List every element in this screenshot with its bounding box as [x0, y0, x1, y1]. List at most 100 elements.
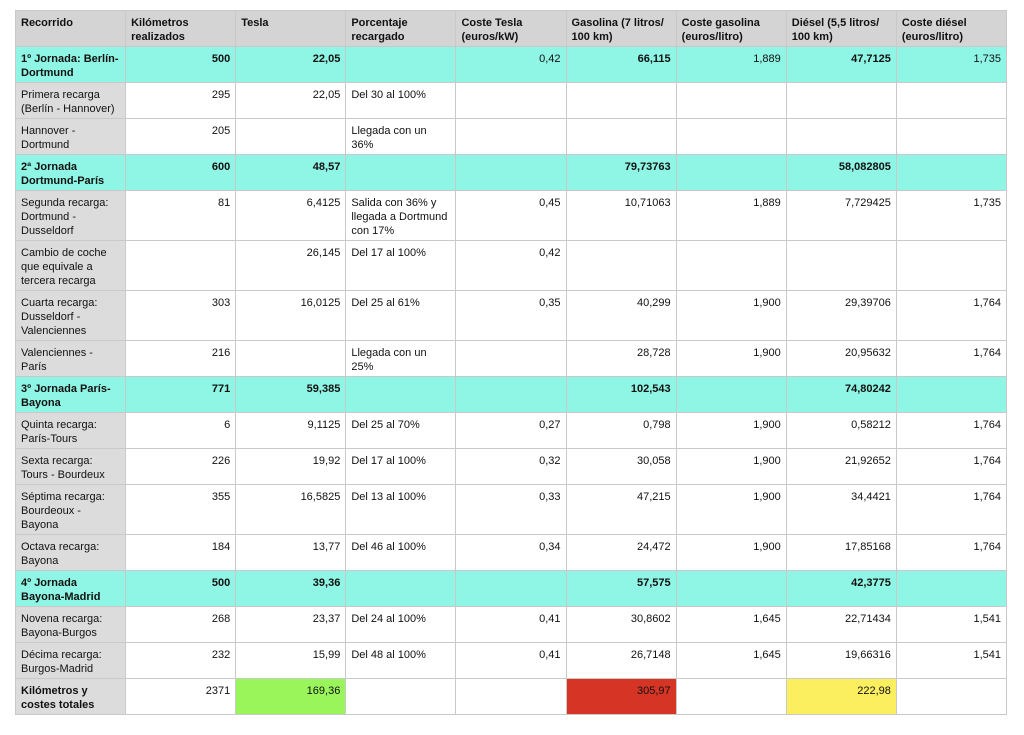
cell-coste-gasolina[interactable]: 1,900	[675, 484, 787, 535]
cell-tesla[interactable]: 16,0125	[235, 290, 347, 341]
cell-kilometros[interactable]: 232	[125, 642, 237, 679]
cell-coste-tesla[interactable]: 0,34	[455, 534, 567, 571]
cell-diesel[interactable]: 47,7125	[785, 46, 897, 83]
cell-kilometros[interactable]: 500	[125, 570, 237, 607]
cell-tesla[interactable]: 19,92	[235, 448, 347, 485]
cell-coste-tesla[interactable]: 0,41	[455, 606, 567, 643]
cell-diesel[interactable]: 34,4421	[785, 484, 897, 535]
cell-recorrido[interactable]: Quinta recarga: París-Tours	[14, 412, 127, 449]
cell-tesla[interactable]: 16,5825	[235, 484, 347, 535]
cell-coste-gasolina[interactable]: 1,900	[675, 340, 787, 377]
cell-recorrido[interactable]: Séptima recarga: Bourdeoux - Bayona	[14, 484, 127, 535]
cell-tesla[interactable]: 13,77	[235, 534, 347, 571]
cell-porcentaje[interactable]: Del 46 al 100%	[345, 534, 457, 571]
cell-kilometros[interactable]: 216	[125, 340, 237, 377]
cell-diesel[interactable]: 0,58212	[785, 412, 897, 449]
cell-tesla[interactable]: 59,385	[235, 376, 347, 413]
cell-coste-tesla[interactable]: 0,45	[455, 190, 567, 241]
cell-kilometros[interactable]: 771	[125, 376, 237, 413]
cell-coste-gasolina[interactable]	[675, 154, 787, 191]
cell-kilometros[interactable]	[125, 240, 237, 291]
cell-coste-diesel[interactable]	[895, 678, 1008, 715]
cell-kilometros[interactable]: 6	[125, 412, 237, 449]
cell-coste-tesla[interactable]: 0,42	[455, 240, 567, 291]
cell-recorrido[interactable]: Kilómetros y costes totales	[14, 678, 127, 715]
cell-diesel[interactable]: 20,95632	[785, 340, 897, 377]
cell-coste-tesla[interactable]	[455, 678, 567, 715]
cell-coste-diesel[interactable]: 1,764	[895, 448, 1008, 485]
cell-recorrido[interactable]: 1º Jornada: Berlín-Dortmund	[14, 46, 127, 83]
cell-recorrido[interactable]: Valenciennes - París	[14, 340, 127, 377]
cell-coste-gasolina[interactable]	[675, 376, 787, 413]
cell-coste-diesel[interactable]	[895, 376, 1008, 413]
cell-gasolina[interactable]: 57,575	[565, 570, 677, 607]
cell-coste-tesla[interactable]: 0,41	[455, 642, 567, 679]
cell-gasolina[interactable]: 102,543	[565, 376, 677, 413]
cell-tesla[interactable]	[235, 118, 347, 155]
cell-coste-diesel[interactable]: 1,764	[895, 534, 1008, 571]
cell-coste-diesel[interactable]: 1,541	[895, 606, 1008, 643]
cell-diesel[interactable]: 17,85168	[785, 534, 897, 571]
cell-diesel[interactable]: 29,39706	[785, 290, 897, 341]
cell-coste-diesel[interactable]: 1,764	[895, 412, 1008, 449]
cell-kilometros[interactable]: 2371	[125, 678, 237, 715]
cell-porcentaje[interactable]: Del 25 al 61%	[345, 290, 457, 341]
cell-tesla[interactable]: 39,36	[235, 570, 347, 607]
cell-coste-gasolina[interactable]: 1,900	[675, 412, 787, 449]
cell-coste-gasolina[interactable]	[675, 82, 787, 119]
cell-porcentaje[interactable]	[345, 570, 457, 607]
cell-coste-diesel[interactable]: 1,764	[895, 290, 1008, 341]
cell-coste-diesel[interactable]	[895, 118, 1008, 155]
cell-recorrido[interactable]: Cambio de coche que equivale a tercera r…	[14, 240, 127, 291]
cell-coste-diesel[interactable]: 1,735	[895, 190, 1008, 241]
cell-kilometros[interactable]: 205	[125, 118, 237, 155]
cell-tesla[interactable]: 22,05	[235, 46, 347, 83]
cell-gasolina[interactable]: 10,71063	[565, 190, 677, 241]
cell-coste-tesla[interactable]	[455, 376, 567, 413]
cell-coste-diesel[interactable]: 1,764	[895, 340, 1008, 377]
cell-recorrido[interactable]: 3º Jornada París-Bayona	[14, 376, 127, 413]
cell-coste-diesel[interactable]: 1,764	[895, 484, 1008, 535]
cell-coste-diesel[interactable]	[895, 154, 1008, 191]
cell-tesla[interactable]: 48,57	[235, 154, 347, 191]
cell-gasolina[interactable]: 0,798	[565, 412, 677, 449]
cell-kilometros[interactable]: 303	[125, 290, 237, 341]
cell-gasolina[interactable]: 47,215	[565, 484, 677, 535]
cell-coste-gasolina[interactable]: 1,889	[675, 46, 787, 83]
cell-recorrido[interactable]: Novena recarga: Bayona-Burgos	[14, 606, 127, 643]
cell-porcentaje[interactable]: Del 17 al 100%	[345, 448, 457, 485]
cell-gasolina[interactable]: 66,115	[565, 46, 677, 83]
cell-gasolina[interactable]	[565, 82, 677, 119]
cell-diesel[interactable]: 58,082805	[785, 154, 897, 191]
cell-tesla[interactable]: 6,4125	[235, 190, 347, 241]
cell-coste-tesla[interactable]: 0,33	[455, 484, 567, 535]
cell-diesel[interactable]	[785, 240, 897, 291]
cell-recorrido[interactable]: Octava recarga: Bayona	[14, 534, 127, 571]
cell-recorrido[interactable]: 2ª Jornada Dortmund-París	[14, 154, 127, 191]
cell-coste-gasolina[interactable]: 1,900	[675, 448, 787, 485]
cell-coste-diesel[interactable]: 1,541	[895, 642, 1008, 679]
cell-porcentaje[interactable]: Llegada con un 25%	[345, 340, 457, 377]
cell-diesel[interactable]	[785, 82, 897, 119]
cell-recorrido[interactable]: Primera recarga (Berlín - Hannover)	[14, 82, 127, 119]
cell-kilometros[interactable]: 295	[125, 82, 237, 119]
cell-coste-gasolina[interactable]	[675, 570, 787, 607]
cell-porcentaje[interactable]: Del 13 al 100%	[345, 484, 457, 535]
cell-gasolina[interactable]	[565, 240, 677, 291]
cell-kilometros[interactable]: 184	[125, 534, 237, 571]
cell-porcentaje[interactable]: Llegada con un 36%	[345, 118, 457, 155]
cell-coste-tesla[interactable]	[455, 340, 567, 377]
cell-gasolina[interactable]: 28,728	[565, 340, 677, 377]
cell-recorrido[interactable]: Sexta recarga: Tours - Bourdeux	[14, 448, 127, 485]
cell-recorrido[interactable]: 4º Jornada Bayona-Madrid	[14, 570, 127, 607]
cell-recorrido[interactable]: Segunda recarga: Dortmund - Dusseldorf	[14, 190, 127, 241]
cell-tesla[interactable]: 23,37	[235, 606, 347, 643]
cell-diesel[interactable]: 42,3775	[785, 570, 897, 607]
cell-coste-tesla[interactable]	[455, 82, 567, 119]
cell-tesla[interactable]	[235, 340, 347, 377]
cell-coste-gasolina[interactable]: 1,900	[675, 534, 787, 571]
cell-diesel[interactable]: 21,92652	[785, 448, 897, 485]
cell-kilometros[interactable]: 500	[125, 46, 237, 83]
cell-kilometros[interactable]: 268	[125, 606, 237, 643]
cell-coste-gasolina[interactable]: 1,900	[675, 290, 787, 341]
